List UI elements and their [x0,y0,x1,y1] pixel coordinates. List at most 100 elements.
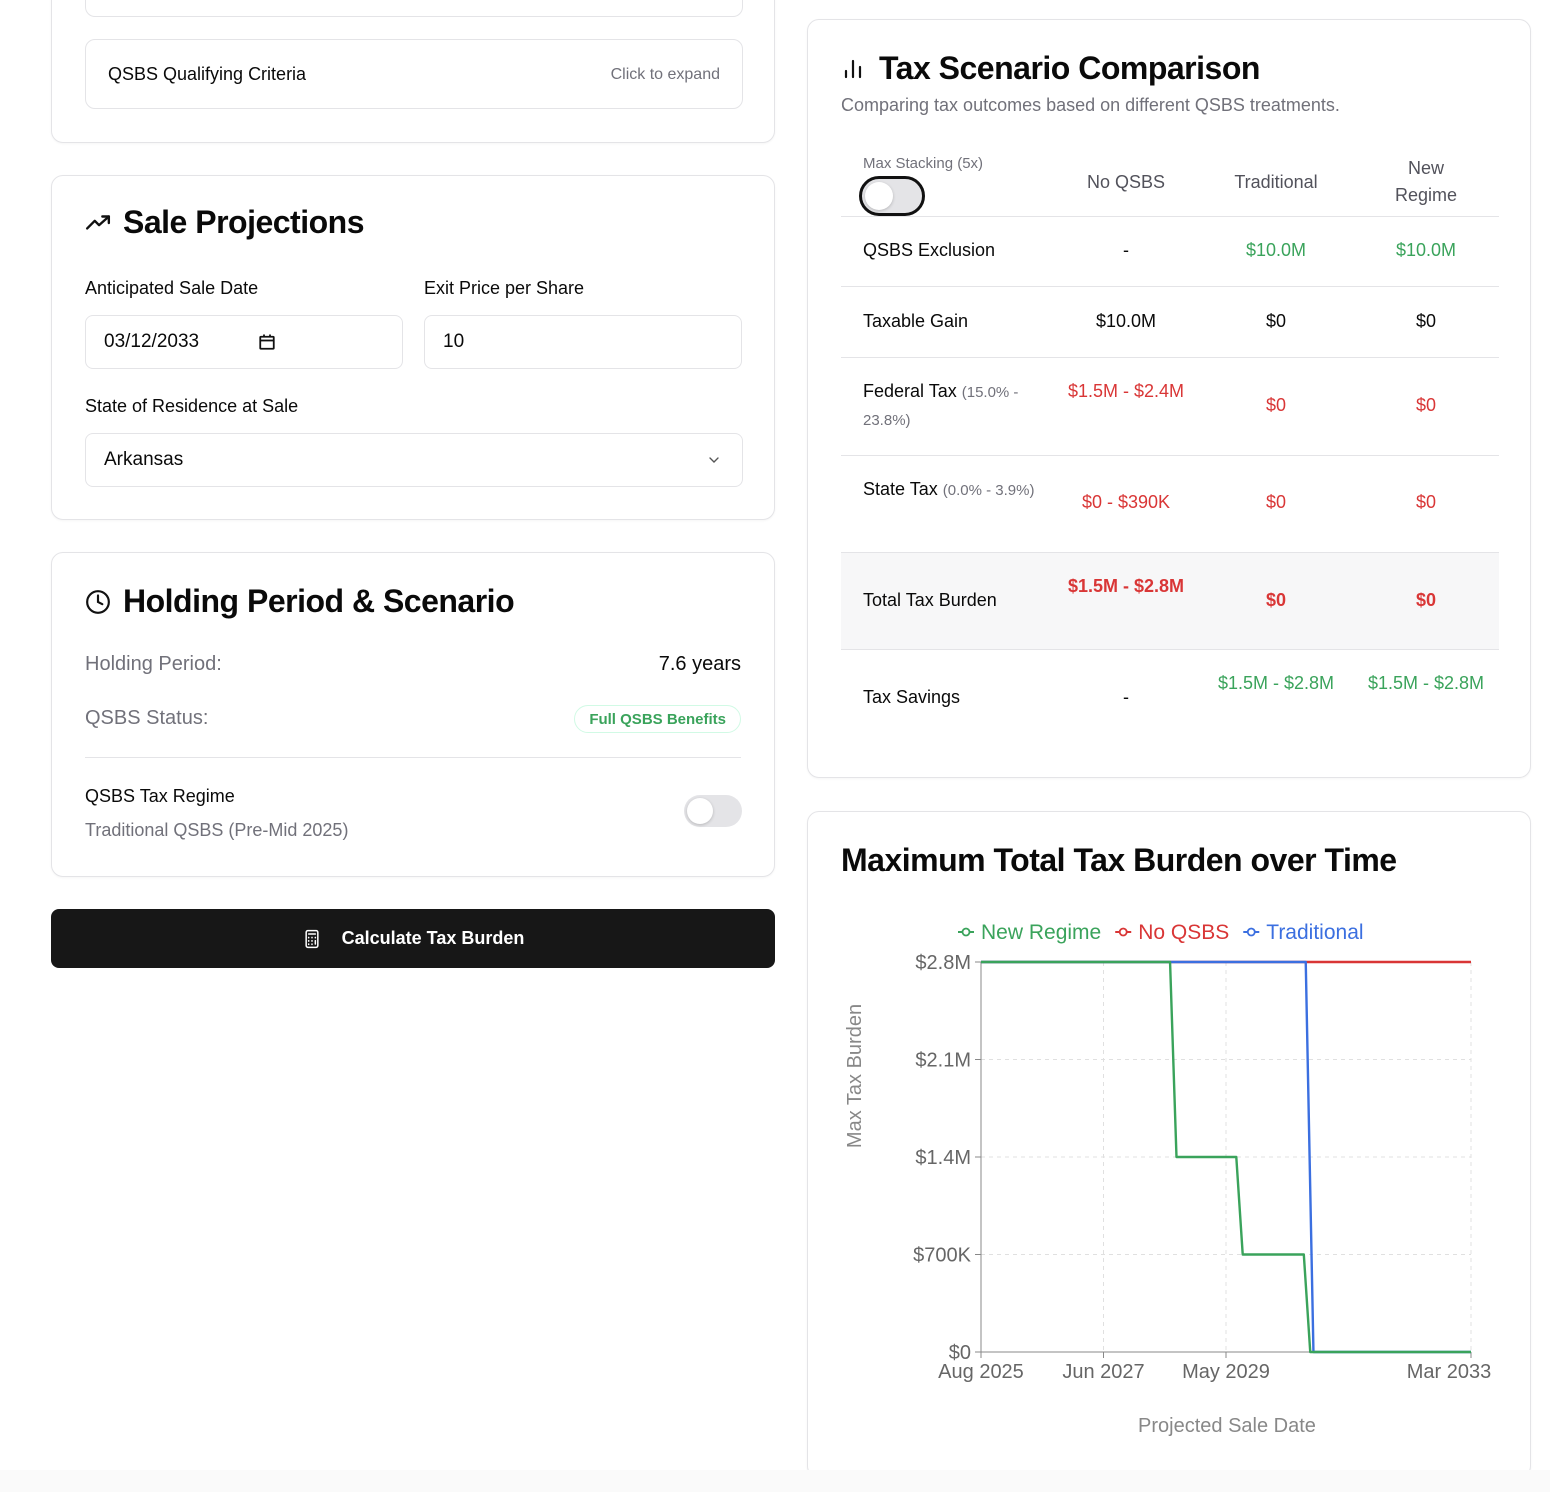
calculator-icon [305,929,319,948]
row-label-note: (15.0% - 23.8%) [863,384,1019,429]
cell-new-regime: $0 [1415,395,1437,415]
max-stacking-toggle[interactable] [859,176,925,216]
tax-regime-title: QSBS Tax Regime [85,786,235,806]
previous-input-field[interactable] [85,0,743,17]
table-row: Taxable Gain $10.0M $0 $0 [841,286,1499,357]
table-row: Federal Tax (15.0% - 23.8%) $1.5M - $2.4… [841,357,1499,455]
sale-date-value: 03/12/2033 [104,331,200,352]
criteria-hint: Click to expand [610,66,720,83]
toggle-knob [865,182,893,210]
state-select[interactable]: Arkansas [85,433,743,487]
cell-no-qsbs: - [1123,687,1129,707]
cell-new-regime: $0 [1415,311,1437,331]
sale-projections-heading: Sale Projections [123,204,364,240]
table-row: QSBS Exclusion - $10.0M $10.0M [841,216,1499,286]
y-tick-label: $2.1M [915,1050,971,1072]
legend-label: No QSBS [1138,921,1229,944]
cell-traditional: $0 [1265,492,1287,512]
holding-period-card: Holding Period & Scenario Holding Period… [51,552,775,877]
max-stacking-label: Max Stacking (5x) [863,155,984,172]
legend-label: Traditional [1266,921,1363,944]
qsbs-criteria-expander[interactable]: QSBS Qualifying Criteria Click to expand [85,39,743,109]
tax-comparison-subtitle: Comparing tax outcomes based on differen… [841,95,1340,115]
state-label: State of Residence at Sale [85,396,299,416]
column-header-traditional: Traditional [1234,172,1318,192]
holding-period-heading: Holding Period & Scenario [123,583,515,619]
x-tick-label: Aug 2025 [938,1361,1024,1383]
cell-new-regime: $0 [1415,590,1437,610]
tax-regime-subtitle: Traditional QSBS (Pre-Mid 2025) [85,820,349,840]
tax-burden-chart-card: Maximum Total Tax Burden over Time $0 $70… [807,811,1531,1478]
tax-comparison-heading: Tax Scenario Comparison [879,50,1260,86]
row-label: Taxable Gain [863,311,969,331]
holding-period-label: Holding Period: [85,653,222,675]
qsbs-details-card: QSBS Qualifying Criteria Click to expand [51,0,775,143]
chart-title: Maximum Total Tax Burden over Time [841,842,1397,878]
exit-price-value: 10 [443,331,465,352]
qsbs-status-badge: Full QSBS Benefits [574,705,741,733]
holding-period-title: Holding Period & Scenario [85,583,515,620]
y-tick-label: $2.8M [915,952,971,974]
y-axis-label: Max Tax Burden [844,1004,866,1148]
legend-marker-dot [961,927,971,937]
qsbs-status-label: QSBS Status: [85,707,209,729]
legend-marker-dot [1246,927,1256,937]
table-row: State Tax (0.0% - 3.9%) $0 - $390K $0 $0 [841,455,1499,552]
x-tick-label: May 2029 [1182,1361,1270,1383]
tax-regime-toggle[interactable] [684,795,742,827]
row-label: QSBS Exclusion [863,240,996,260]
calendar-icon[interactable] [258,333,276,351]
sale-projections-title: Sale Projections [85,204,364,241]
exit-price-label: Exit Price per Share [424,278,585,298]
cell-new-regime: $1.5M - $2.8M [1367,673,1485,693]
bar-chart-icon [844,59,862,78]
trending-up-icon [85,214,111,230]
tax-burden-chart: $0 $700K $1.4M $2.1M $2.8M Aug 2025 Jun 2027 Ma… [844,921,1492,1437]
y-tick-label: $700K [913,1245,971,1267]
calculate-tax-button[interactable]: Calculate Tax Burden [51,909,775,968]
cell-new-regime: $10.0M [1395,240,1457,260]
table-row: Tax Savings - $1.5M - $2.8M $1.5M - $2.8… [841,649,1499,746]
criteria-label: QSBS Qualifying Criteria [108,64,307,84]
sale-projections-card: Sale Projections Anticipated Sale Date 0… [51,175,775,520]
calculate-tax-label: Calculate Tax Burden [341,928,525,948]
row-label: Federal Tax (15.0% - 23.8%) [863,378,1048,434]
row-label-text: Federal Tax [863,381,957,401]
sale-date-label: Anticipated Sale Date [85,278,259,298]
cell-no-qsbs: $1.5M - $2.4M [1067,381,1185,401]
column-header-new-regime: New Regime [1394,158,1458,205]
cell-traditional: $0 [1265,395,1287,415]
row-label: Tax Savings [863,687,961,707]
y-tick-label: $0 [949,1342,971,1364]
holding-period-value: 7.6 years [658,653,741,675]
cell-traditional: $10.0M [1245,240,1307,260]
series-line-new-regime [981,960,1471,1354]
cell-no-qsbs: $1.5M - $2.8M [1067,576,1185,596]
chevron-down-icon [709,457,719,463]
row-label: State Tax (0.0% - 3.9%) [863,476,1048,504]
legend-marker-dot [1118,927,1128,937]
cell-traditional: $0 [1265,311,1287,331]
cell-new-regime: $0 [1415,492,1437,512]
exit-price-input[interactable]: 10 [424,315,742,369]
column-header-no-qsbs: No QSBS [1086,172,1166,192]
state-select-value: Arkansas [104,449,184,470]
tax-comparison-title: Tax Scenario Comparison [841,50,1260,87]
row-label-text: State Tax [863,479,938,499]
cell-no-qsbs: $10.0M [1095,311,1157,331]
y-tick-label: $1.4M [915,1147,971,1169]
row-label-note: (0.0% - 3.9%) [942,482,1035,499]
divider [85,757,741,758]
sale-date-input[interactable]: 03/12/2033 [85,315,403,369]
cell-no-qsbs: $0 - $390K [1081,492,1171,512]
row-label: Total Tax Burden [863,590,997,610]
x-axis-label: Projected Sale Date [1138,1415,1316,1437]
page-footer-strip [0,1470,1550,1492]
cell-no-qsbs: - [1123,240,1129,260]
clock-icon [86,589,110,614]
tax-comparison-card: Tax Scenario Comparison Comparing tax ou… [807,19,1531,778]
x-tick-label: Mar 2033 [1407,1361,1492,1383]
cell-traditional: $1.5M - $2.8M [1217,673,1335,693]
table-row: Total Tax Burden $1.5M - $2.8M $0 $0 [841,552,1499,649]
cell-traditional: $0 [1265,590,1287,610]
